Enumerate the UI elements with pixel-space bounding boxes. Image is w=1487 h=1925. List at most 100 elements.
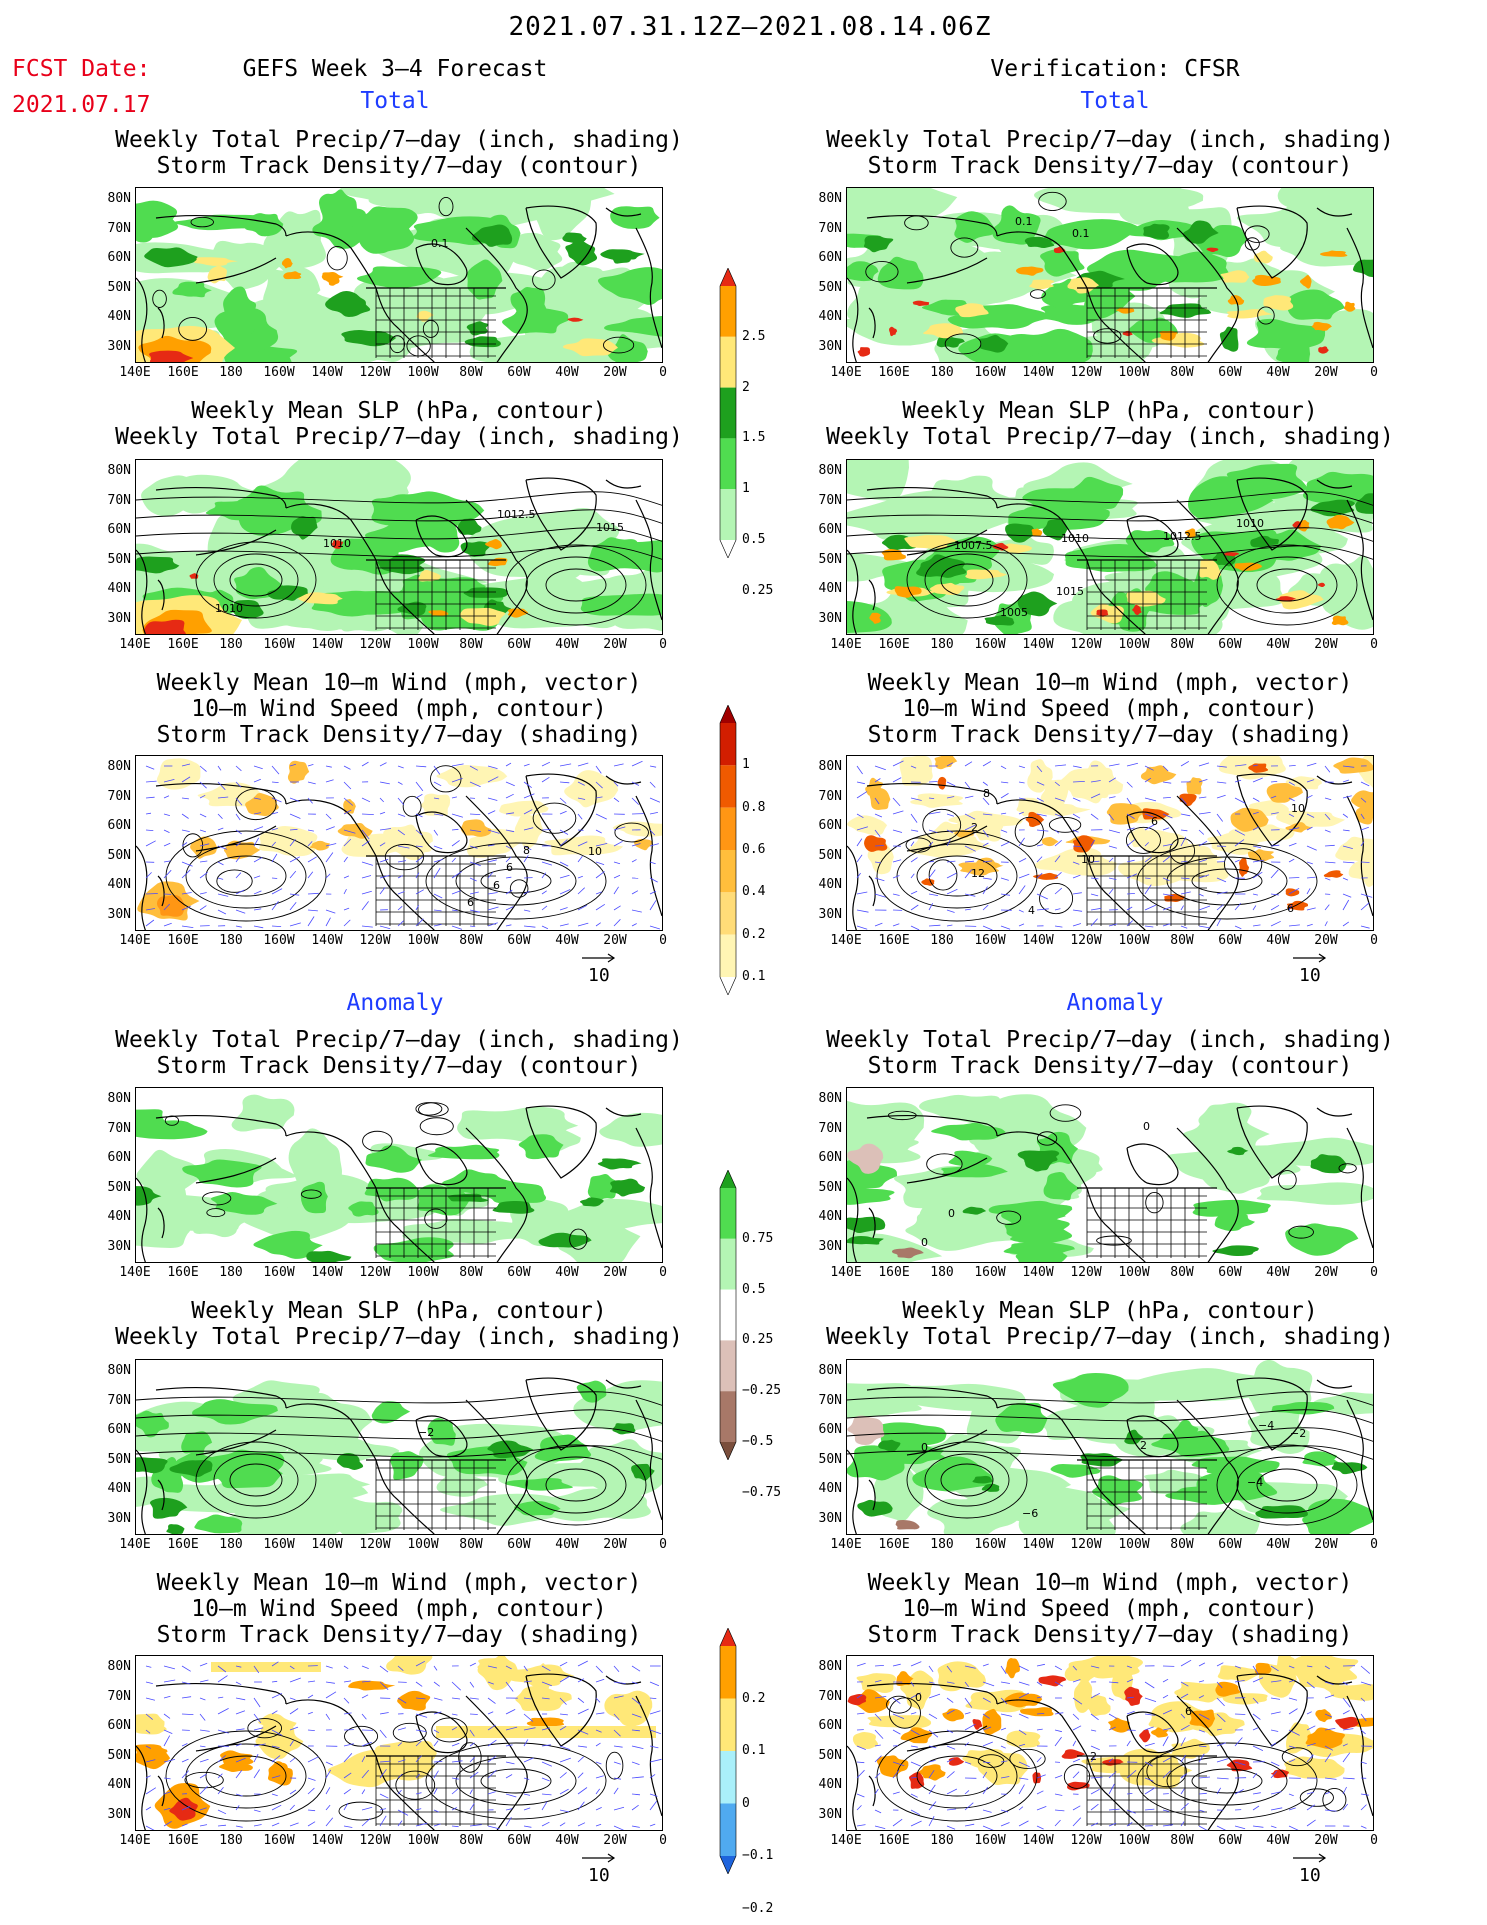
- lat-tick-label: 60N: [107, 250, 131, 265]
- precip-orange: [1319, 250, 1348, 257]
- anom-dark: [447, 1193, 488, 1202]
- lat-tick-label: 80N: [818, 1363, 842, 1378]
- lat-tick-label: 30N: [818, 1510, 842, 1526]
- lon-tick-label: 60W: [1218, 1833, 1242, 1848]
- vector-scale-arrow: [1293, 953, 1327, 963]
- lat-tick-label: 60N: [818, 818, 842, 833]
- japan: [157, 307, 165, 339]
- vector-scale-label: 10: [588, 965, 610, 986]
- lon-tick-label: 0: [659, 365, 667, 380]
- contour-label: 6: [1287, 902, 1294, 915]
- contours: [165, 1717, 624, 1822]
- lon-tick-label: 180: [219, 637, 243, 652]
- lon-tick-label: 40W: [555, 365, 579, 380]
- wind-speed-contour: [458, 1742, 482, 1773]
- storm-low: [1073, 1678, 1094, 1713]
- isobar: [924, 1453, 1010, 1507]
- lat-tick-label: 40N: [818, 1209, 842, 1224]
- anom-mid: [348, 1201, 379, 1217]
- lon-tick-label: 40W: [555, 933, 579, 948]
- storm-mid: [267, 1761, 293, 1786]
- state-borders: [366, 1755, 506, 1826]
- greenland: [1236, 205, 1308, 279]
- colorbar-segment: [720, 1803, 736, 1856]
- greenland: [525, 1377, 597, 1451]
- lon-tick-label: 20W: [1314, 365, 1338, 380]
- anom-mid: [534, 1434, 592, 1462]
- precip-mid: [1040, 249, 1085, 277]
- lon-tick-label: 140W: [1022, 637, 1054, 652]
- contours: [847, 1391, 1373, 1526]
- storm-density-contour: [1038, 191, 1067, 211]
- europe-coast: [1346, 1127, 1373, 1249]
- shading: [847, 1360, 1373, 1534]
- lat-tick-label: 80N: [107, 1091, 131, 1106]
- contours: [865, 191, 1275, 355]
- precip-mid: [1246, 318, 1326, 351]
- lon-tick-label: 180: [930, 933, 954, 948]
- precip-heavy: [291, 516, 318, 540]
- anom-light: [905, 1209, 1034, 1251]
- precip-light: [263, 267, 321, 317]
- anom-dark: [981, 1483, 1000, 1492]
- precip-yellow: [460, 607, 506, 626]
- lon-tick-label: 160E: [878, 1537, 910, 1552]
- storm-density-contour: [422, 320, 439, 338]
- europe-coast: [1346, 499, 1373, 621]
- greenland: [525, 1673, 597, 1747]
- lat-tick-label: 70N: [107, 220, 131, 236]
- vector-scale-arrow: [1293, 1853, 1327, 1863]
- lon-tick-label: 0: [1370, 933, 1378, 948]
- lon-tick-label: 160E: [878, 637, 910, 652]
- precip-orange: [1016, 266, 1044, 276]
- lon-tick-label: 0: [659, 1833, 667, 1848]
- lat-tick-label: 30N: [107, 1238, 131, 1254]
- isobar: [924, 553, 1010, 607]
- storm-low: [211, 1662, 321, 1672]
- isobar: [906, 1441, 1028, 1519]
- lat-tick-label: 40N: [107, 877, 131, 892]
- colorbar-label: 0: [742, 1795, 750, 1811]
- lon-tick-label: 180: [219, 1265, 243, 1280]
- precip-mid: [356, 266, 442, 289]
- storm-density-contour: [532, 269, 556, 291]
- storm-low: [499, 800, 549, 817]
- storm-density-contour: [206, 1208, 226, 1218]
- precip-red: [857, 347, 871, 357]
- anom-mid: [931, 1122, 1006, 1141]
- storm-mid: [1215, 1681, 1241, 1697]
- anom-light: [574, 1439, 662, 1497]
- anom-dark: [306, 1250, 352, 1262]
- isobar: [136, 545, 662, 560]
- vector-scale-arrow: [582, 953, 616, 963]
- storm-low: [1283, 1756, 1345, 1779]
- lat-tick-label: 70N: [107, 1688, 131, 1704]
- lat-tick-label: 50N: [107, 1747, 131, 1763]
- anom-mid: [1010, 1228, 1060, 1244]
- storm-mid: [245, 793, 279, 817]
- lon-tick-label: 180: [930, 1537, 954, 1552]
- lat-tick-label: 60N: [107, 522, 131, 537]
- panel-title-line: Weekly Mean 10–m Wind (mph, vector): [156, 1570, 642, 1596]
- precip-light: [847, 460, 909, 501]
- lon-tick-label: 40W: [1266, 1537, 1290, 1552]
- lat-tick-label: 30N: [107, 610, 131, 626]
- colorbar-segment: [720, 765, 736, 808]
- lon-tick-label: 20W: [603, 365, 627, 380]
- greenland: [1236, 773, 1308, 847]
- colorbar-label: −0.5: [742, 1434, 774, 1449]
- wind-speed-contour: [480, 1768, 552, 1794]
- precip-heavy: [863, 235, 894, 253]
- storm-density-contour: [1093, 328, 1122, 344]
- storm-mid: [343, 799, 356, 814]
- anom-mid: [1151, 1430, 1230, 1458]
- storm-low: [1171, 1738, 1210, 1759]
- wind-speed-contour: [977, 1754, 1005, 1768]
- contour-label: 6: [1151, 815, 1158, 828]
- isobar: [213, 1453, 299, 1507]
- isobar: [847, 527, 1373, 542]
- lon-tick-label: 120W: [1070, 637, 1102, 652]
- lat-tick-label: 70N: [107, 1120, 131, 1136]
- forecast-anomaly-precip_storm-map: [135, 1087, 663, 1263]
- storm-total-colorbar: [719, 705, 737, 995]
